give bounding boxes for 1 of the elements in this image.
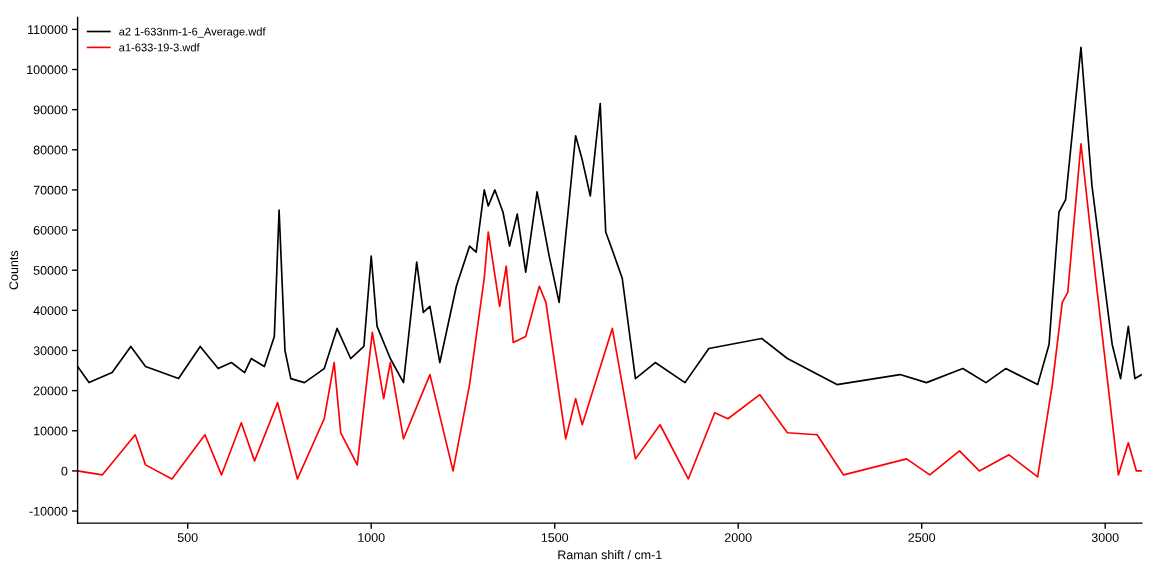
line-series (77, 142, 1142, 480)
